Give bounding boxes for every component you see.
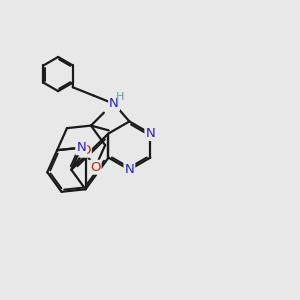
Text: N: N	[76, 141, 86, 154]
Text: H: H	[116, 92, 124, 102]
Text: N: N	[124, 163, 134, 176]
Text: N: N	[146, 127, 155, 140]
Text: N: N	[109, 97, 119, 110]
Text: O: O	[90, 161, 101, 174]
Text: O: O	[80, 144, 91, 157]
